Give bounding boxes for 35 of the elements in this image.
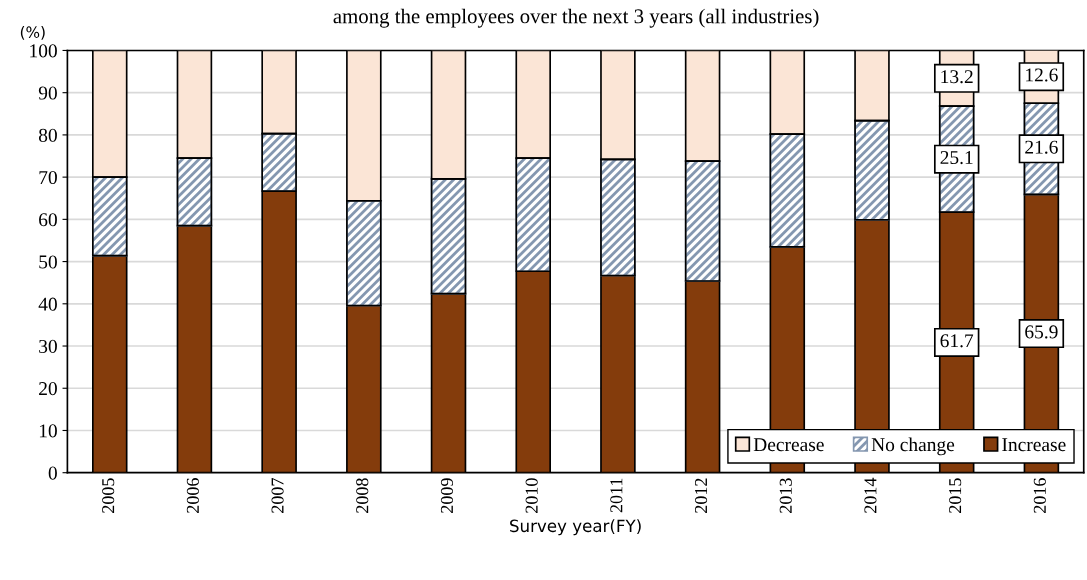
legend-label: No change	[871, 437, 955, 456]
data-label: 13.2	[941, 70, 973, 84]
x-tick-label: 2012	[694, 478, 708, 513]
y-tick-label: 40	[38, 297, 57, 311]
y-tick-label: 30	[39, 339, 57, 353]
data-label: 12.6	[1026, 68, 1058, 82]
data-label: 21.6	[1025, 140, 1058, 154]
y-tick-label: 60	[39, 213, 57, 227]
y-tick-label: 50	[39, 255, 57, 269]
y-tick-label: 80	[38, 128, 57, 142]
data-label: 65.9	[1025, 325, 1058, 339]
x-tick-label: 2010	[525, 478, 538, 513]
legend-label: Decrease	[753, 438, 824, 452]
x-tick-label: 2015	[949, 478, 962, 513]
x-tick-label: 2013	[779, 478, 792, 513]
y-tick-label: 100	[30, 44, 57, 58]
chart-title: among the employees over the next 3 years (all industries)	[333, 8, 819, 28]
x-tick-label: 2016	[1033, 478, 1046, 513]
y-tick-label: 70	[39, 170, 57, 185]
x-tick-label: 2008	[356, 478, 369, 513]
x-tick-label: 2007	[271, 478, 284, 513]
legend-label: Increase	[1002, 438, 1066, 452]
y-tick-label: 90	[38, 86, 57, 100]
x-axis-title: Survey year(FY)	[510, 519, 641, 536]
x-tick-label: 2006	[186, 478, 199, 513]
data-label: 25.1	[940, 150, 973, 165]
data-label: 61.7	[940, 334, 974, 348]
y-tick-label: 10	[39, 424, 57, 438]
x-tick-label: 2014	[864, 477, 877, 513]
x-tick-label: 2009	[440, 478, 454, 513]
x-tick-label: 2011	[610, 478, 623, 513]
y-tick-label: 20	[39, 382, 57, 396]
y-axis-title: (%)	[20, 26, 45, 40]
y-tick-label: 0	[48, 466, 57, 480]
x-tick-label: 2005	[102, 478, 115, 513]
